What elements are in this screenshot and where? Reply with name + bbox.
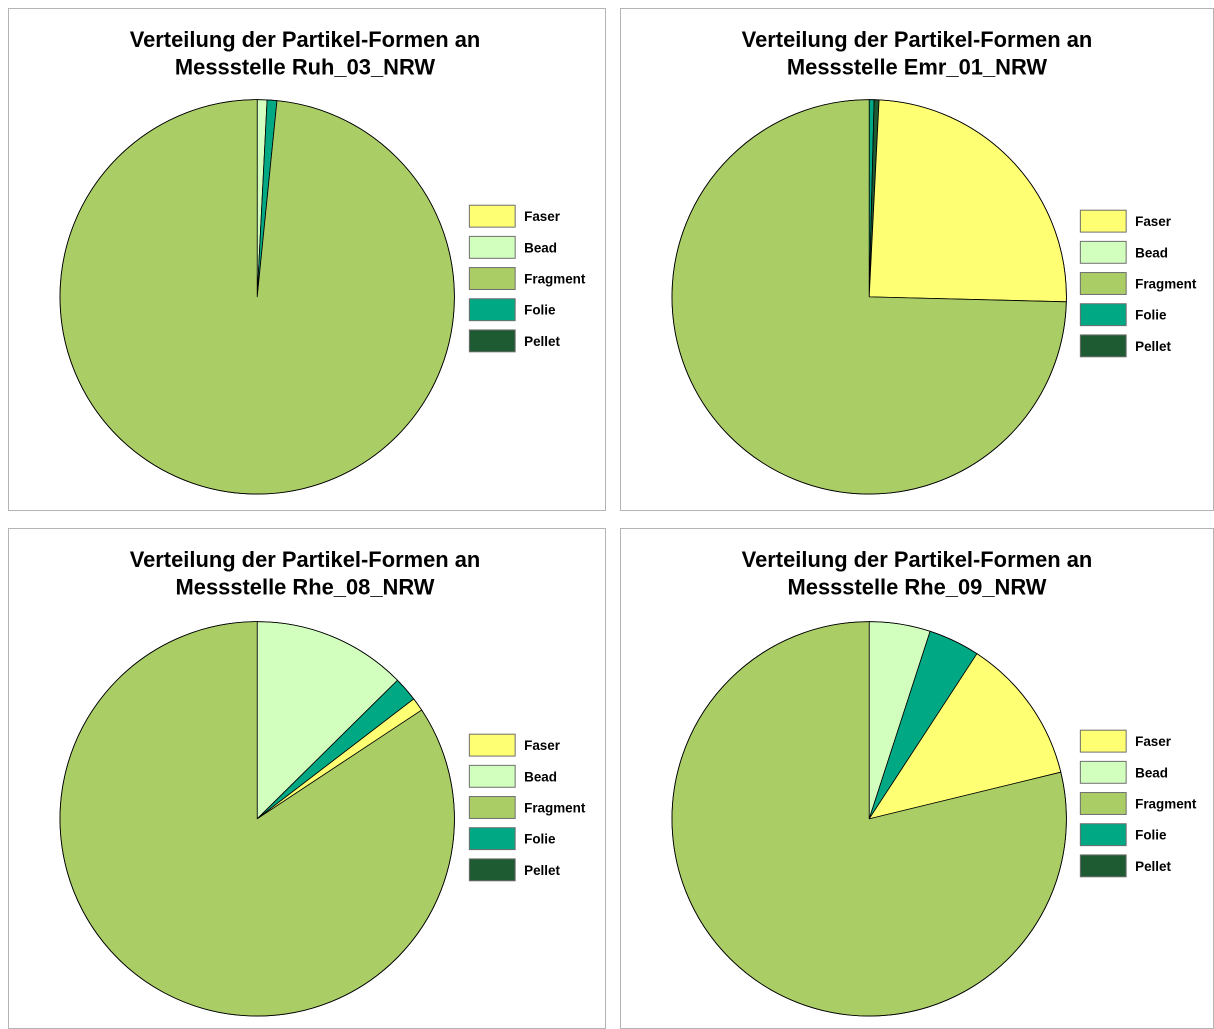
pie-outline: [671, 621, 1067, 1017]
legend-label-folie: Folie: [1135, 828, 1167, 843]
pie-outline: [671, 99, 1067, 495]
legend-swatch-fragment: [468, 267, 516, 290]
chart-title-line-1: Verteilung der Partikel-Formen an: [130, 547, 481, 572]
legend-swatch-fragment: [468, 796, 516, 819]
legend-swatch-folie: [1079, 823, 1127, 847]
legend-label-folie: Folie: [524, 832, 556, 847]
legend-label-bead: Bead: [524, 240, 557, 255]
legend-swatch-faser: [1079, 729, 1127, 753]
legend-swatch-bead: [468, 764, 516, 788]
legend-swatch-fragment: [1079, 792, 1127, 815]
legend-label-fragment: Fragment: [524, 272, 586, 287]
pie-chart-3: Verteilung der Partikel-Formen an Messste…: [59, 547, 586, 1017]
pie-slice-fragment: [59, 99, 455, 495]
chart-panel-3: Verteilung der Partikel-Formen an Messste…: [8, 528, 606, 1029]
chart-title-line-2: Messstelle Emr_01_NRW: [787, 55, 1047, 80]
pie-slice-faser: [868, 99, 1067, 303]
legend-swatch-bead: [1079, 240, 1127, 264]
legend-label-faser: Faser: [1135, 734, 1172, 749]
legend-swatch-bead: [1079, 760, 1127, 784]
legend-label-folie: Folie: [524, 303, 556, 318]
legend-swatch-pellet: [468, 858, 516, 882]
legend-label-fragment: Fragment: [524, 800, 586, 815]
pie-chart-1: Verteilung der Partikel-Formen an Messste…: [59, 27, 586, 495]
legend-label-bead: Bead: [1135, 245, 1168, 260]
legend-label-fragment: Fragment: [1135, 796, 1197, 811]
pie-chart-2: Verteilung der Partikel-Formen an Messste…: [671, 27, 1197, 495]
legend-swatch-fragment: [1079, 272, 1127, 295]
legend-swatch-pellet: [1079, 854, 1127, 878]
legend-label-bead: Bead: [1135, 765, 1168, 780]
legend-swatch-folie: [1079, 303, 1127, 327]
legend-label-pellet: Pellet: [524, 863, 560, 878]
legend-label-bead: Bead: [524, 769, 557, 784]
legend-label-fragment: Fragment: [1135, 276, 1197, 291]
pie-outline: [59, 99, 455, 495]
legend-label-pellet: Pellet: [1135, 339, 1171, 354]
chart-title-line-1: Verteilung der Partikel-Formen an: [742, 547, 1093, 572]
chart-title-line-2: Messstelle Rhe_08_NRW: [176, 575, 435, 600]
legend-label-faser: Faser: [524, 209, 561, 224]
pie-outline: [59, 621, 455, 1017]
legend-label-folie: Folie: [1135, 308, 1167, 323]
chart-title-line-1: Verteilung der Partikel-Formen an: [130, 27, 481, 52]
legend-swatch-folie: [468, 298, 516, 322]
legend-swatch-pellet: [468, 329, 516, 353]
chart-panel-1: Verteilung der Partikel-Formen an Messste…: [8, 8, 606, 511]
legend-label-pellet: Pellet: [524, 334, 560, 349]
legend-swatch-bead: [468, 235, 516, 259]
pie-chart-4: Verteilung der Partikel-Formen an Messste…: [671, 547, 1197, 1017]
legend-swatch-faser: [1079, 209, 1127, 233]
legend-swatch-pellet: [1079, 334, 1127, 358]
legend-swatch-folie: [468, 827, 516, 851]
legend-label-pellet: Pellet: [1135, 859, 1171, 874]
legend-swatch-faser: [468, 204, 516, 228]
legend-swatch-faser: [468, 733, 516, 757]
chart-panel-4: Verteilung der Partikel-Formen an Messste…: [620, 528, 1214, 1029]
chart-panel-2: Verteilung der Partikel-Formen an Messste…: [620, 8, 1214, 511]
chart-title-line-1: Verteilung der Partikel-Formen an: [742, 27, 1093, 52]
chart-title-line-2: Messstelle Ruh_03_NRW: [175, 55, 435, 80]
chart-title-line-2: Messstelle Rhe_09_NRW: [788, 575, 1047, 600]
legend-label-faser: Faser: [1135, 214, 1172, 229]
legend-label-faser: Faser: [524, 738, 561, 753]
